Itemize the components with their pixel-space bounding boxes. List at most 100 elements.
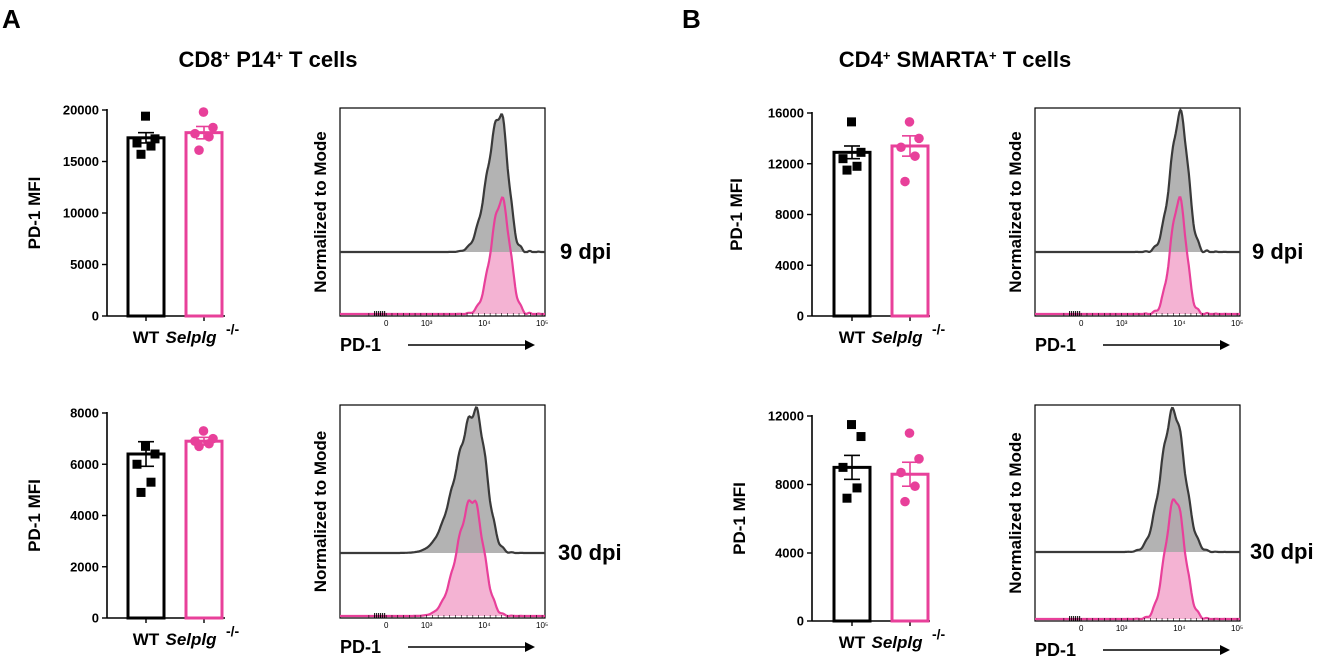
y-tick-label: 8000 xyxy=(70,406,99,421)
bar-chart-B-30: 0 4000 8000 12000 PD-1 MFI WT Selplg -/- xyxy=(730,409,946,653)
histogram-fill-wt xyxy=(340,114,545,253)
title-text: T cells xyxy=(283,47,358,72)
bar-chart-A-30: 0 2000 4000 6000 8000 PD-1 MFI WT Selplg -/- xyxy=(25,406,240,650)
time-annotation: 9 dpi xyxy=(560,239,611,264)
x-tick-label: 0 xyxy=(1079,624,1084,633)
data-point-selplg xyxy=(900,496,910,507)
x-tick-label: 10⁴ xyxy=(478,621,491,630)
y-tick-label: 4000 xyxy=(775,546,804,561)
x-axis-label: PD-1 xyxy=(340,637,381,657)
x-tick-label: 10⁵ xyxy=(536,621,548,630)
group-label-wt: WT xyxy=(839,328,866,347)
histogram-line-wt xyxy=(1035,406,1240,554)
x-tick-label: 10³ xyxy=(1116,624,1128,633)
data-point-wt xyxy=(150,134,160,144)
time-annotation: 30 dpi xyxy=(1250,539,1314,564)
data-point-wt xyxy=(838,154,848,164)
data-point-selplg xyxy=(914,133,924,144)
x-tick-label: 0 xyxy=(384,621,389,630)
y-tick-label: 10000 xyxy=(63,206,99,221)
bar-wt xyxy=(832,465,872,623)
bar-wt xyxy=(126,136,166,318)
histogram-frame xyxy=(339,404,546,619)
y-tick-label: 6000 xyxy=(70,457,99,472)
y-axis-label: Normalized to Mode xyxy=(1006,131,1025,293)
title-text: CD8 xyxy=(178,47,222,72)
data-point-selplg xyxy=(914,454,924,464)
y-tick-label: 12000 xyxy=(768,156,804,171)
arrowhead-icon xyxy=(525,340,535,350)
x-tick-label: 0 xyxy=(1079,319,1084,328)
bar-wt xyxy=(126,452,166,620)
group-label-selplg-superscript: -/- xyxy=(932,321,946,337)
y-tick-label: 20000 xyxy=(63,103,99,118)
title-text: P14 xyxy=(230,47,276,72)
histogram-line-wt xyxy=(340,406,545,555)
y-tick-label: 15000 xyxy=(63,154,99,169)
histogram-A-30-hist: 0 10³ 10⁴ 10⁵ PD-1 Normalized to Mode 30 dpi xyxy=(311,404,622,657)
x-tick-label: 10⁵ xyxy=(536,319,548,328)
y-tick-label: 0 xyxy=(92,309,99,324)
histogram-A-9-hist: 0 10³ 10⁴ 10⁵ PD-1 Normalized to Mode 9 dpi xyxy=(311,107,611,355)
title-superscript: + xyxy=(275,48,283,63)
group-label-selplg: Selplg xyxy=(871,328,923,347)
data-point-selplg xyxy=(904,428,915,438)
x-tick-label: 0 xyxy=(384,319,389,328)
y-tick-label: 0 xyxy=(797,614,804,629)
bar-wt xyxy=(832,150,872,318)
y-tick-label: 8000 xyxy=(775,477,804,492)
data-point-selplg xyxy=(204,438,214,449)
data-point-selplg xyxy=(896,467,906,478)
x-tick-label: 10³ xyxy=(421,319,433,328)
group-label-selplg: Selplg xyxy=(165,328,217,347)
title-superscript: + xyxy=(222,48,230,63)
y-axis-label: PD-1 MFI xyxy=(25,479,44,552)
y-tick-label: 4000 xyxy=(775,258,804,273)
x-tick-label: 10⁴ xyxy=(1173,624,1186,633)
data-point-wt xyxy=(132,459,142,469)
title-text: CD4 xyxy=(839,47,884,72)
histogram-frame xyxy=(1034,107,1241,317)
title-text: SMARTA xyxy=(890,47,989,72)
data-point-wt xyxy=(852,483,862,493)
x-axis-label: PD-1 xyxy=(1035,640,1076,660)
title-text: T cells xyxy=(997,47,1072,72)
y-axis-label: PD-1 MFI xyxy=(730,482,749,555)
y-tick-label: 0 xyxy=(92,611,99,626)
data-point-wt xyxy=(856,432,866,442)
data-point-wt xyxy=(852,161,862,171)
y-tick-label: 5000 xyxy=(70,257,99,272)
histogram-B-9-hist: 0 10³ 10⁴ 10⁵ PD-1 Normalized to Mode 9 dpi xyxy=(1006,107,1303,355)
y-tick-label: 2000 xyxy=(70,559,99,574)
bar-selplg xyxy=(184,131,224,318)
panel-letter-a: A xyxy=(2,4,21,34)
x-tick-label: 10³ xyxy=(1116,319,1128,328)
data-point-wt xyxy=(146,477,156,487)
group-label-wt: WT xyxy=(839,633,866,652)
data-point-wt xyxy=(842,493,852,503)
title-superscript: + xyxy=(989,48,997,63)
data-point-selplg xyxy=(204,131,214,142)
data-point-wt xyxy=(146,141,156,151)
data-point-wt xyxy=(847,420,856,430)
y-tick-label: 0 xyxy=(797,309,804,324)
histogram-frame xyxy=(1034,404,1241,622)
histogram-fill-selplg xyxy=(1035,499,1240,619)
data-point-selplg xyxy=(910,481,920,492)
bar-chart-B-9: 0 4000 8000 12000 16000 PD-1 MFI WT Selplg -/- xyxy=(727,106,946,348)
histogram-B-30-hist: 0 10³ 10⁴ 10⁵ PD-1 Normalized to Mode 30 dpi xyxy=(1006,404,1314,660)
y-tick-label: 8000 xyxy=(775,207,804,222)
group-label-selplg: Selplg xyxy=(165,630,217,649)
data-point-wt xyxy=(136,149,146,159)
y-tick-label: 16000 xyxy=(768,106,804,121)
panel-title-b: CD4+ SMARTA+ T cells xyxy=(839,47,1071,72)
y-axis-label: PD-1 MFI xyxy=(727,178,746,251)
histogram-fill-selplg xyxy=(1035,197,1240,314)
x-tick-label: 10⁵ xyxy=(1231,624,1243,633)
bar-selplg xyxy=(184,439,224,620)
data-point-wt xyxy=(856,147,866,157)
x-tick-label: 10⁵ xyxy=(1231,319,1243,328)
data-point-selplg xyxy=(896,142,906,153)
